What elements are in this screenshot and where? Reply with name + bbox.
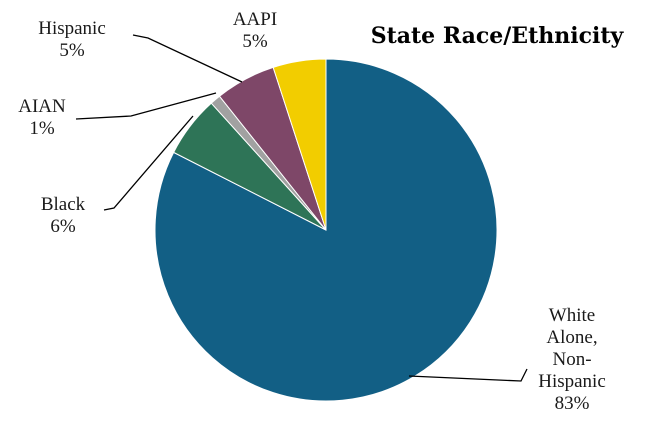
slice-label: AAPI 5% [233,9,277,52]
slice-label: Hispanic 5% [38,18,106,61]
slice-name: White [549,305,595,326]
slice-percent: 6% [50,216,76,237]
slice-percent: 5% [242,31,268,52]
slice-percent: 5% [59,40,85,61]
slice-name: Non- [552,349,591,370]
leader-lines [75,34,528,382]
chart-title: State Race/Ethnicity [371,23,625,49]
slice-label: Black 6% [41,194,86,237]
leader-line [132,34,243,83]
slice-percent: 1% [29,118,55,139]
slice-name: Black [41,194,86,215]
slice-label: White Alone, Non-Hispanic 83% [538,305,606,414]
leader-line [103,115,194,211]
slice-labels: White Alone, Non-Hispanic 83%Black 6%AIAN 1%H… [18,9,606,414]
slice-name: AAPI [233,9,277,30]
slice-percent: 83% [555,393,590,414]
slice-name: AIAN [18,96,66,117]
slice-name: Alone, [546,327,597,348]
slice-label: AIAN 1% [18,96,66,139]
pie-slices [154,58,498,402]
slice-name: Hispanic [38,18,106,39]
leader-line [75,92,217,120]
pie-slice-aapi [272,58,327,231]
leader-line [408,368,528,382]
slice-name: Hispanic [538,371,606,392]
